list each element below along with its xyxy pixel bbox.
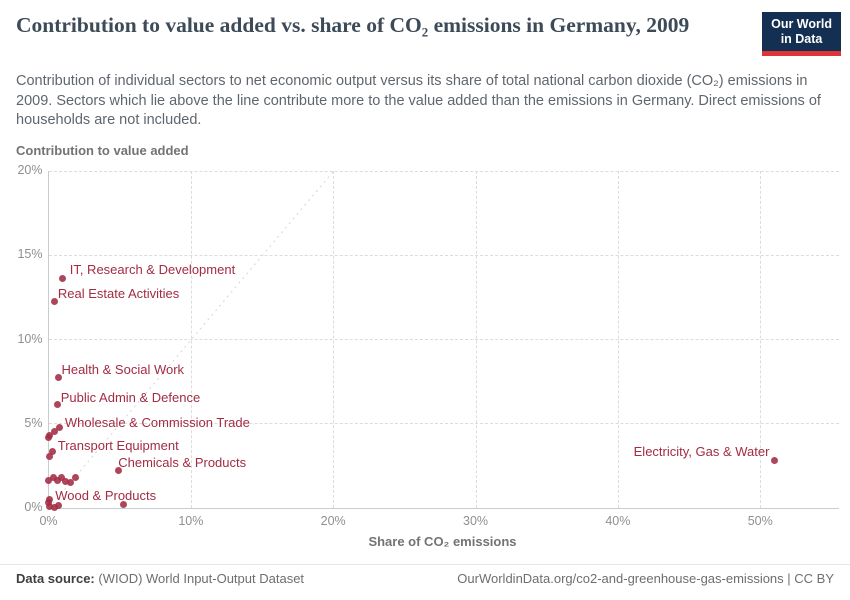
data-point[interactable] [62,477,70,485]
y-tick-label: 5% [24,415,43,430]
data-point[interactable] [45,499,52,507]
reference-line-y-equals-x [48,170,334,508]
x-tick-label: 20% [320,513,346,528]
data-point-label[interactable]: Public Admin & Defence [60,389,201,405]
owid-link[interactable]: OurWorldinData.org/co2-and-greenhouse-ga… [457,571,834,586]
data-point[interactable] [51,503,59,511]
data-point-health-social-work[interactable] [54,374,62,382]
x-tick-label: 10% [178,513,204,528]
data-point-label[interactable]: Chemicals & Products [118,455,247,471]
data-point-label[interactable]: Wholesale & Commission Trade [64,415,250,431]
plot-area: 0% 5% 10% 15% 20% 0% 10% 20% 30% 40% 50% IT, Resear… [17,163,839,528]
gridline-vertical [190,170,192,508]
data-point-electricity-gas-water[interactable] [770,456,778,464]
data-point-chemicals-products[interactable] [114,466,122,474]
x-axis-title: Share of CO₂ emissions [368,534,517,549]
y-tick-label: 0% [24,500,43,514]
data-point-wood-products[interactable] [45,495,53,503]
data-point[interactable] [53,476,61,484]
gridline-vertical [333,170,335,508]
data-point-label[interactable]: IT, Research & Development [69,262,236,278]
data-point[interactable] [67,479,75,487]
owid-logo[interactable]: Our World in Data [762,12,841,56]
gridline-horizontal [48,170,839,172]
data-point[interactable] [57,474,65,482]
y-tick-label: 10% [17,331,43,346]
data-source-value: (WIOD) World Input-Output Dataset [98,571,305,586]
data-point-label[interactable]: Electricity, Gas & Water [633,444,770,460]
data-point-real-estate-activities[interactable] [51,298,59,306]
data-point[interactable] [72,473,80,481]
x-tick-label: 40% [605,513,631,528]
gridline-vertical [475,170,477,508]
data-point-label[interactable]: Transport Equipment [57,437,179,453]
data-point-label[interactable]: Wood & Products [55,488,157,504]
gridline-vertical [617,170,619,508]
data-point[interactable] [120,500,128,508]
data-source-label: Data source: [16,571,95,586]
data-point-wholesale-commission-trade[interactable] [56,423,64,431]
data-point[interactable] [45,434,52,442]
logo-line-2: in Data [780,32,823,46]
y-tick-label: 15% [17,247,43,262]
x-tick-label: 30% [463,513,489,528]
data-point[interactable] [45,476,53,484]
data-point-public-admin-defence[interactable] [54,401,62,409]
x-tick-label: 50% [747,513,773,528]
gridline-horizontal [48,339,839,340]
chart-subtitle: Contribution of individual sectors to ne… [16,73,821,128]
gridline-vertical [760,170,762,508]
logo-line-1: Our World [771,17,832,31]
data-point[interactable] [55,501,63,509]
data-point-it-research-development[interactable] [59,274,67,282]
data-point[interactable] [46,503,54,511]
footer-divider [0,564,850,565]
y-axis-title: Contribution to value added [16,143,189,158]
data-point[interactable] [46,453,54,461]
data-point-label[interactable]: Real Estate Activities [57,285,180,301]
gridline-horizontal [48,254,839,256]
data-point-transport-equipment[interactable] [49,448,57,456]
gridline-horizontal [48,423,839,425]
data-point-label[interactable]: Health & Social Work [61,361,185,377]
y-tick-label: 20% [17,163,43,177]
data-point[interactable] [49,474,57,482]
data-source: Data source: (WIOD) World Input-Output D… [16,571,304,586]
x-tick-label: 0% [39,513,58,528]
data-point[interactable] [51,428,59,436]
page-title: Contribution to value added vs. share of… [16,13,690,37]
